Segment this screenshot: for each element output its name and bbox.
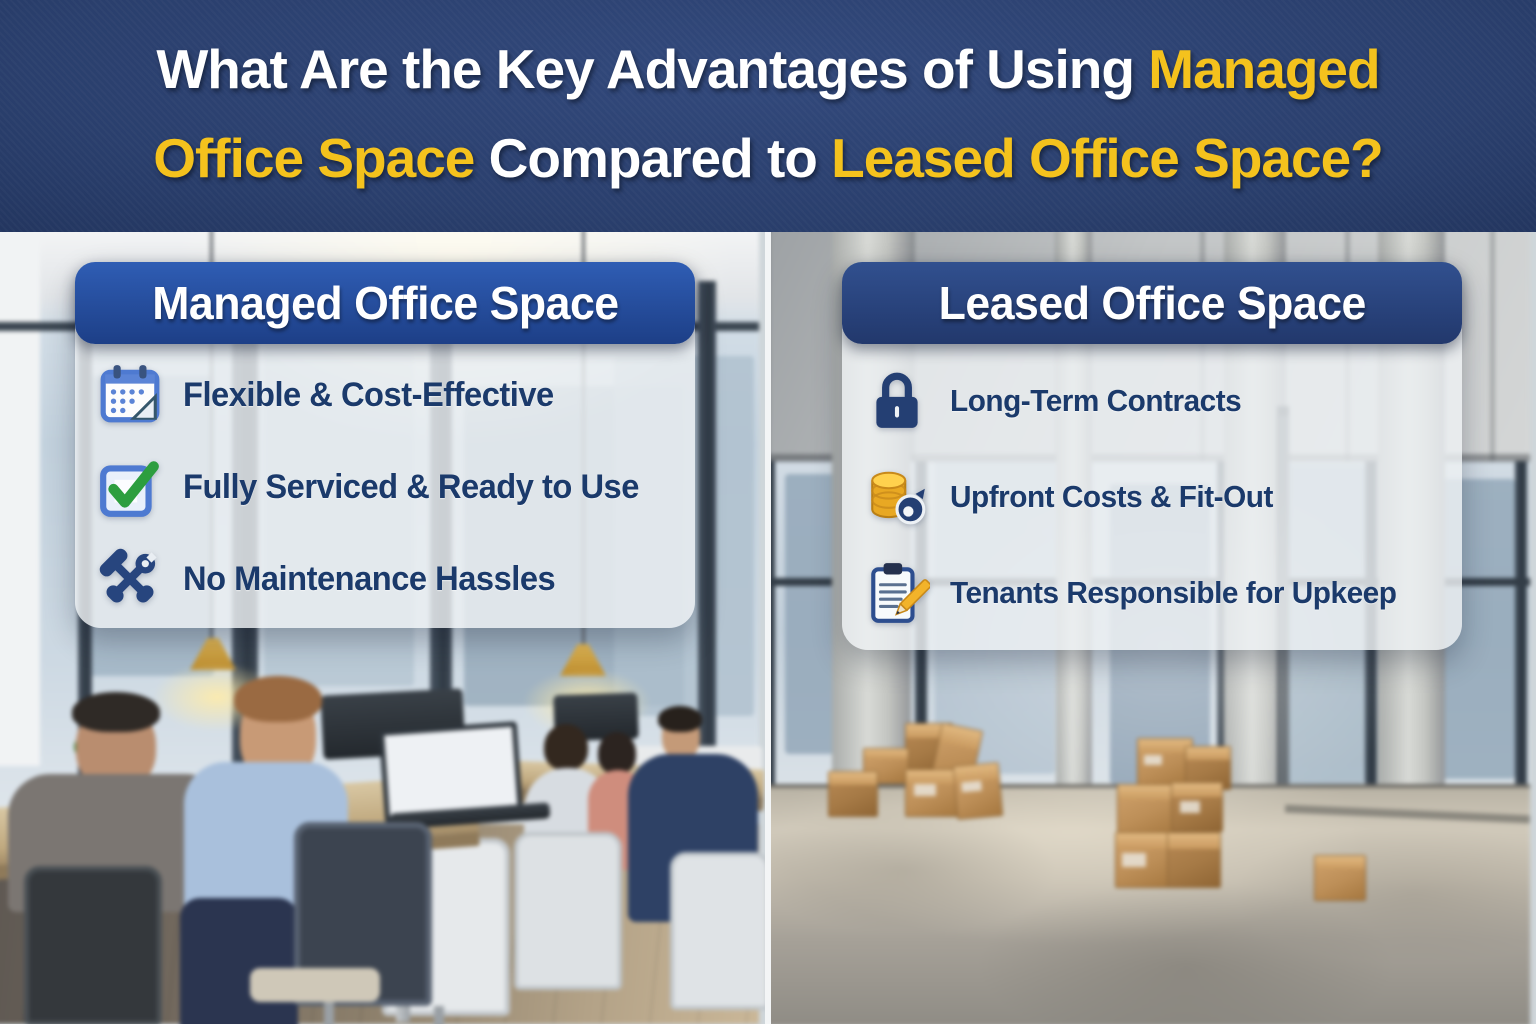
cardboard-box <box>1115 832 1173 888</box>
conduit-pipe <box>1285 416 1288 886</box>
leased-item-label: Upfront Costs & Fit-Out <box>950 479 1273 514</box>
managed-card-items: Flexible & Cost-Effective Fully Serviced… <box>75 344 695 612</box>
managed-item-flexible: Flexible & Cost-Effective <box>97 362 681 428</box>
window-mullion <box>771 414 775 806</box>
window-mullion <box>698 281 716 851</box>
clipboard-pencil-icon <box>864 560 930 626</box>
chair-pole <box>324 1002 334 1024</box>
coins-wrench-icon <box>864 464 930 530</box>
person-hair <box>544 724 588 770</box>
cardboard-box <box>952 762 1004 820</box>
conduit-pipe <box>1280 416 1283 886</box>
person-hair <box>72 692 160 732</box>
crossed-tools-icon <box>97 546 163 612</box>
checkbox-check-icon <box>97 454 163 520</box>
calendar-icon <box>97 362 163 428</box>
cardboard-box <box>905 769 961 817</box>
leased-item-contracts: Long-Term Contracts <box>864 368 1452 434</box>
leased-office-card: Leased Office Space Long-Term Contracts … <box>842 262 1462 650</box>
managed-item-label: No Maintenance Hassles <box>183 559 556 598</box>
managed-item-serviced: Fully Serviced & Ready to Use <box>97 454 681 520</box>
headline-segment: What Are the Key Advantages of Using <box>156 38 1149 100</box>
header-banner: What Are the Key Advantages of Using Man… <box>0 0 1536 232</box>
managed-office-card: Managed Office Space Flexible & Cost-Eff… <box>75 262 695 628</box>
managed-item-maintenance: No Maintenance Hassles <box>97 546 681 612</box>
headline-segment-highlight: Office Space <box>153 127 475 189</box>
managed-item-label: Flexible & Cost-Effective <box>183 375 554 414</box>
leased-card-items: Long-Term Contracts Upfront Costs & Fit-… <box>842 344 1462 626</box>
person-hair <box>598 732 636 774</box>
headline-segment-highlight: Managed <box>1148 38 1380 100</box>
leased-item-upkeep: Tenants Responsible for Upkeep <box>864 560 1452 626</box>
chair-seat <box>250 968 380 1002</box>
panel-divider <box>765 232 771 1024</box>
office-chair <box>670 852 765 1010</box>
leased-item-costs: Upfront Costs & Fit-Out <box>864 464 1452 530</box>
cardboard-box <box>1167 832 1221 888</box>
padlock-icon <box>864 368 930 434</box>
person-legs <box>180 898 298 1024</box>
headline-line2: Office Space Compared to Leased Office S… <box>0 97 1536 186</box>
leased-card-title-pill: Leased Office Space <box>842 262 1462 344</box>
leased-card-title: Leased Office Space <box>938 277 1366 329</box>
cardboard-box <box>1314 855 1366 901</box>
cardboard-box <box>828 771 878 817</box>
leased-item-label: Long-Term Contracts <box>950 383 1242 418</box>
side-wall <box>0 232 40 766</box>
managed-card-title: Managed Office Space <box>151 277 619 329</box>
managed-item-label: Fully Serviced & Ready to Use <box>183 467 639 506</box>
headline-line1: What Are the Key Advantages of Using Man… <box>0 0 1536 97</box>
person-hair <box>234 676 322 722</box>
headline-segment: Compared to <box>474 127 832 189</box>
managed-card-title-pill: Managed Office Space <box>75 262 695 344</box>
window-mullion <box>1515 414 1527 806</box>
office-chair <box>514 832 622 990</box>
chair-pole <box>434 1006 444 1024</box>
headline-segment-highlight: Leased Office Space? <box>831 127 1384 189</box>
cardboard-box <box>1171 782 1223 832</box>
cardboard-box <box>1117 784 1177 836</box>
person-hair <box>658 706 702 732</box>
leased-item-label: Tenants Responsible for Upkeep <box>950 575 1397 610</box>
office-chair <box>24 866 162 1024</box>
